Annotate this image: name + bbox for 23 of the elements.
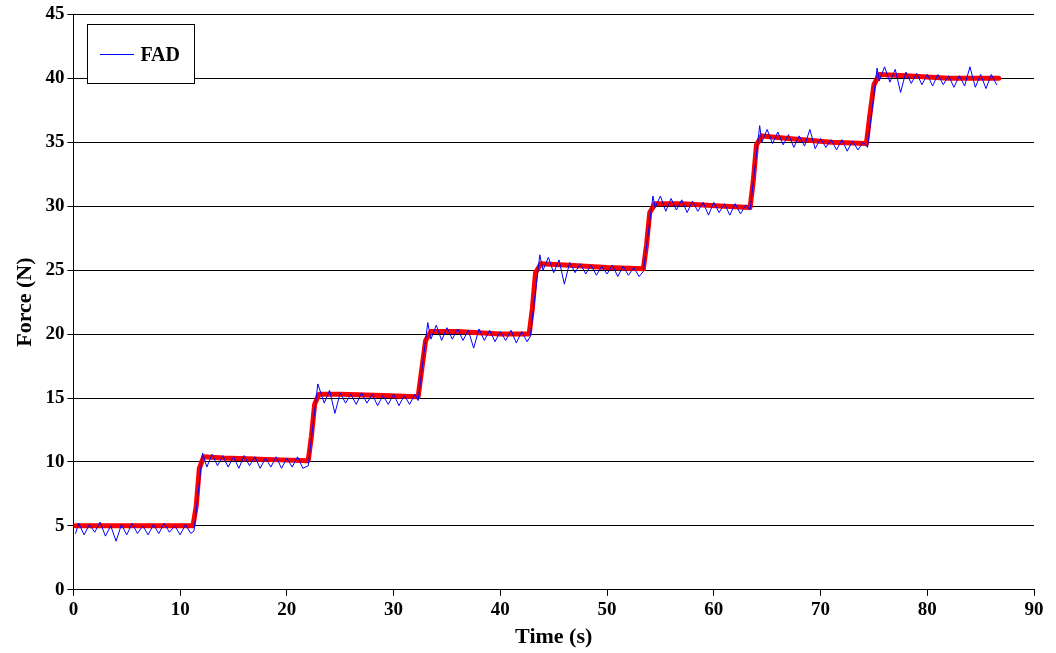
x-tick-label: 90 <box>1024 598 1044 620</box>
x-tick-label: 30 <box>384 598 404 620</box>
y-tick-label: 40 <box>45 66 65 88</box>
legend-label: FAD <box>140 42 181 66</box>
x-tick-label: 40 <box>490 598 510 620</box>
y-tick-label: 35 <box>45 130 65 152</box>
x-tick-label: 10 <box>170 598 190 620</box>
x-axis-title: Time (s) <box>515 623 593 649</box>
y-tick-label: 20 <box>45 321 65 343</box>
x-tick-label: 20 <box>277 598 297 620</box>
y-tick-label: 0 <box>54 577 65 599</box>
x-tick-label: 50 <box>597 598 617 620</box>
y-axis-title: Force (N) <box>10 257 36 347</box>
y-tick-label: 25 <box>45 258 65 280</box>
x-tick-label: 80 <box>917 598 937 620</box>
y-tick-label: 30 <box>45 194 65 216</box>
y-tick-label: 15 <box>45 385 65 407</box>
y-tick-label: 45 <box>45 2 65 24</box>
x-tick-label: 60 <box>704 598 724 620</box>
x-tick-label: 70 <box>811 598 831 620</box>
y-tick-label: 10 <box>45 449 65 471</box>
x-tick-label: 0 <box>68 598 79 620</box>
y-tick-label: 5 <box>54 513 65 535</box>
